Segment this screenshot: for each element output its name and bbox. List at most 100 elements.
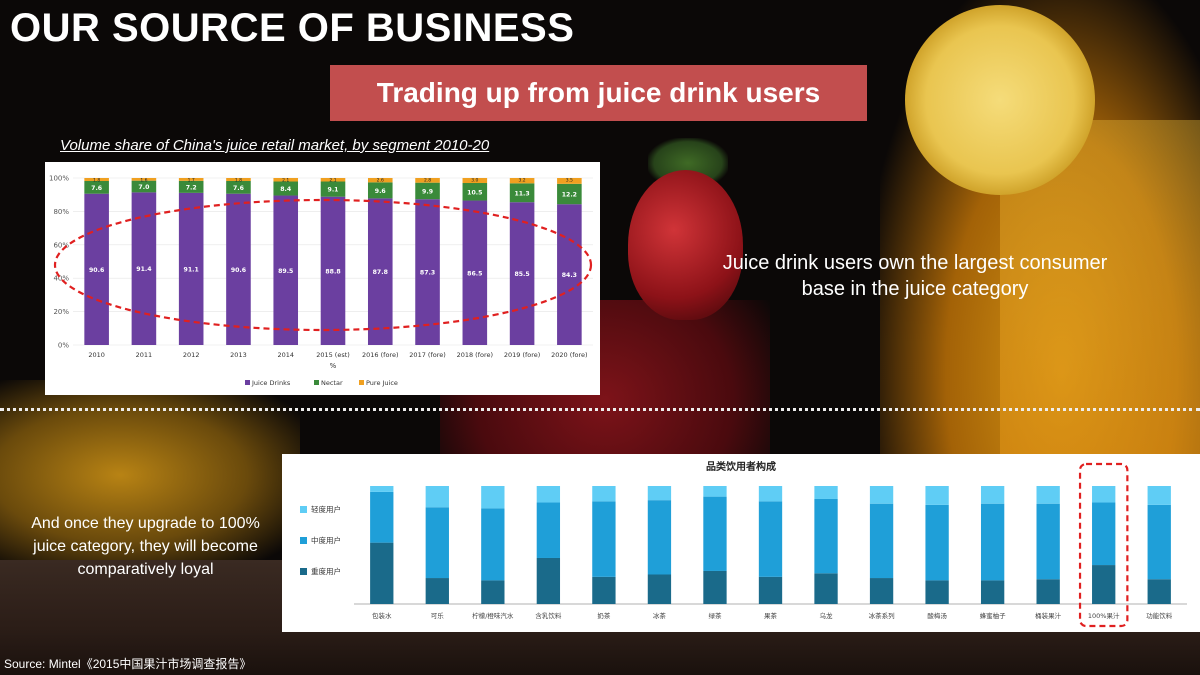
medium-users-bar (1036, 503, 1060, 580)
heavy-users-bar (1092, 565, 1116, 604)
nectar-bar (226, 181, 251, 194)
x-tick-label: 2019 (fore) (504, 351, 540, 359)
medium-users-bar (536, 502, 561, 558)
heavy-users-bar (1036, 579, 1060, 604)
nectar-bar (178, 180, 204, 193)
x-tick-label: 2016 (fore) (362, 351, 398, 359)
medium-users-bar (814, 498, 838, 574)
heavy-users-bar (869, 578, 894, 604)
legend-swatch (300, 568, 307, 575)
dotted-divider (0, 408, 1200, 411)
pure-juice-bar (178, 178, 204, 181)
x-axis-label: % (330, 362, 337, 370)
data-label: 12.2 (562, 192, 577, 199)
x-tick-label: 柠檬/橙味汽水 (472, 611, 514, 620)
data-label: 89.5 (278, 268, 293, 275)
highlight-box (1078, 462, 1129, 628)
heavy-users-bar (703, 570, 727, 604)
light-users-bar (536, 486, 561, 503)
y-tick-label: 80% (53, 208, 69, 216)
juice-drink-users-text: Juice drink users own the largest consum… (722, 252, 1108, 300)
medium-users-bar (1147, 504, 1171, 580)
light-users-bar (869, 486, 894, 504)
x-tick-label: 可乐 (431, 611, 445, 620)
legend-swatch (314, 380, 319, 385)
data-label: 2.6 (377, 178, 384, 184)
legend-label: Pure Juice (366, 379, 398, 387)
x-tick-label: 2010 (88, 351, 105, 359)
legend-label: Nectar (321, 379, 343, 387)
nectar-bar (509, 183, 535, 203)
medium-users-bar (481, 508, 505, 581)
light-users-bar (481, 486, 505, 509)
medium-users-bar (425, 507, 449, 579)
data-label: 1.8 (93, 178, 100, 184)
medium-users-bar (869, 503, 894, 579)
y-tick-label: 60% (53, 241, 69, 249)
legend-swatch (245, 380, 250, 385)
pure-juice-bar (557, 178, 582, 184)
juice-drinks-bar (320, 196, 346, 345)
juice-drinks-bar (557, 204, 582, 345)
pure-juice-bar (273, 178, 299, 182)
light-users-bar (703, 486, 727, 497)
heavy-users-bar (814, 573, 838, 604)
light-users-bar (980, 486, 1005, 504)
light-users-bar (647, 486, 672, 501)
data-label: 1.7 (188, 178, 195, 184)
x-tick-label: 桶装果汁 (1035, 611, 1062, 620)
nectar-bar (320, 181, 346, 197)
data-label: 3.0 (471, 178, 478, 184)
juice-drinks-bar (84, 193, 109, 345)
data-label: 90.6 (89, 267, 104, 274)
data-label: 91.1 (184, 266, 199, 273)
medium-users-bar (925, 504, 949, 581)
slide-title: OUR SOURCE OF BUSINESS (10, 6, 575, 50)
nectar-bar (462, 183, 488, 201)
chart1-panel: 0% 20% 40% 60% 80% 100% 90.6 7.6 1.8 2010 91.4 7.0 1… (45, 162, 600, 395)
juice-drinks-bar (415, 199, 440, 345)
data-label: 7.6 (233, 185, 244, 192)
light-users-bar (1147, 486, 1171, 505)
medium-users-bar (1092, 502, 1116, 566)
data-label: 7.2 (186, 184, 197, 191)
heavy-users-bar (536, 557, 561, 604)
light-users-bar (370, 486, 394, 492)
medium-users-bar (980, 503, 1005, 581)
legend-label: Juice Drinks (251, 379, 291, 387)
loyalty-text: And once they upgrade to 100% juice cate… (31, 515, 260, 578)
juice-drinks-bar (178, 192, 204, 345)
x-tick-label: 冰茶 (653, 611, 667, 620)
heavy-users-bar (647, 574, 672, 604)
data-label: 2.1 (282, 178, 289, 184)
x-tick-label: 蜂蜜柚子 (980, 611, 1007, 620)
highlight-ellipse (53, 198, 593, 332)
medium-users-bar (647, 500, 672, 575)
heavy-users-bar (425, 578, 449, 604)
medium-users-bar (758, 501, 783, 577)
pure-juice-bar (415, 178, 440, 183)
medium-users-bar (592, 501, 616, 577)
nectar-bar (367, 182, 393, 199)
juice-drinks-bar (273, 195, 299, 345)
data-label: 86.5 (467, 270, 482, 277)
pure-juice-bar (462, 178, 488, 184)
legend-label: 中度用户 (311, 535, 341, 545)
heavy-users-bar (592, 576, 616, 604)
light-users-bar (1092, 486, 1116, 503)
pure-juice-bar (509, 178, 535, 184)
light-users-bar (1036, 486, 1060, 504)
x-tick-label: 包装水 (372, 611, 392, 620)
nectar-bar (84, 181, 109, 194)
y-tick-label: 20% (53, 308, 69, 316)
data-label: 9.6 (375, 188, 386, 195)
data-label: 3.2 (519, 178, 526, 184)
nectar-bar (557, 183, 582, 205)
chart1-caption: Volume share of China's juice retail mar… (60, 137, 490, 154)
pure-juice-bar (131, 178, 157, 181)
pure-juice-bar (226, 178, 251, 182)
x-tick-label: 乌龙 (820, 611, 834, 620)
data-label: 87.3 (420, 270, 435, 277)
data-label: 2.1 (329, 178, 336, 184)
x-tick-label: 功能饮料 (1146, 611, 1173, 620)
